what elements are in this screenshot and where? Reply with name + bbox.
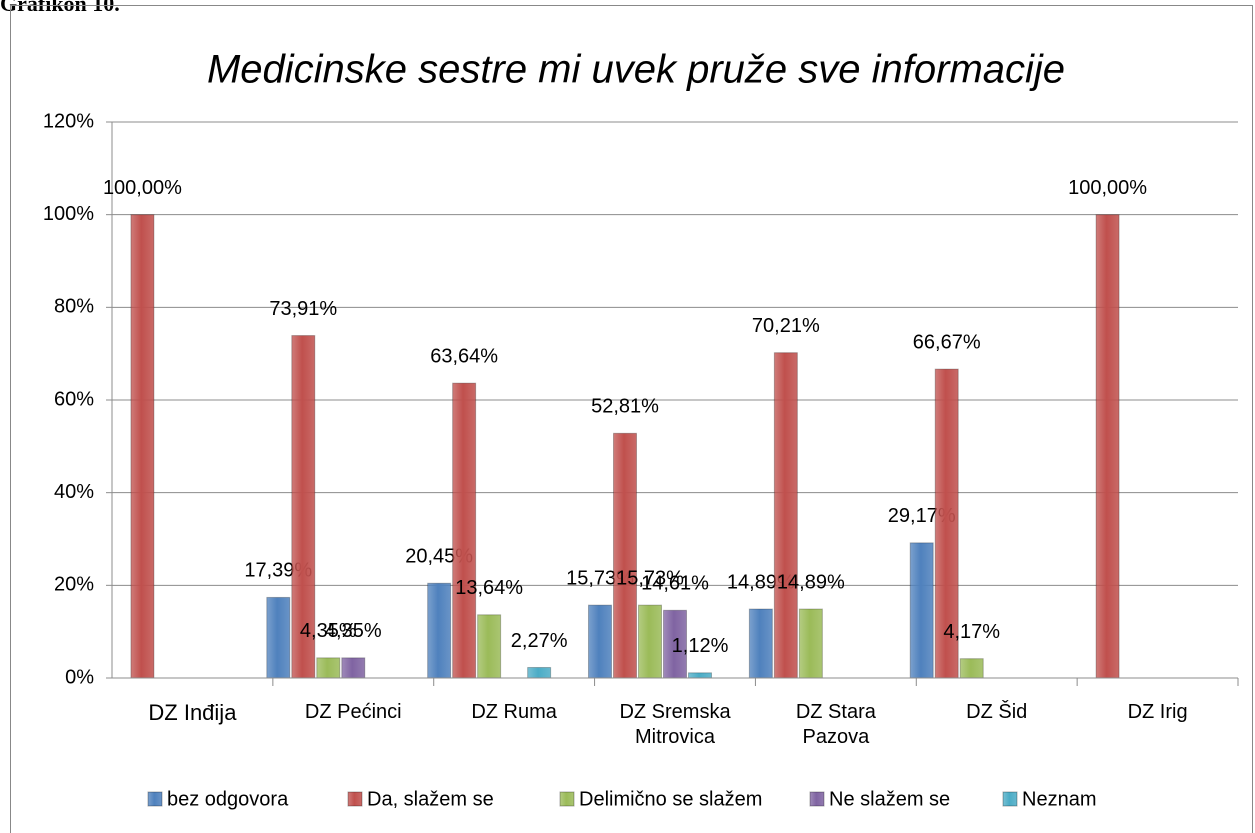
chart-title: Medicinske sestre mi uvek pruže sve info… [207,48,1065,92]
data-label: 15,73% [616,567,684,589]
data-label: 14,89% [777,571,845,593]
bar [798,608,823,679]
data-label: 73,91% [269,298,337,320]
data-label: 66,67% [913,331,981,353]
x-tick-label: DZ Pećinci [304,701,402,723]
x-tick-label: DZ Stara Pazova [795,701,876,748]
legend-swatch [559,791,575,807]
legend-label: Da, slažem se [367,788,494,810]
bar [452,382,477,679]
bar [638,604,662,679]
legend-swatch [809,791,825,807]
data-label: 100,00% [1068,177,1147,199]
chart-border [10,5,1253,833]
legend-swatch [347,791,363,807]
bar [959,658,984,679]
data-label: 70,21% [752,315,820,337]
data-label: 4,35% [300,620,357,642]
bar [613,432,637,679]
y-tick-label: 20% [54,574,94,596]
bar [773,352,798,679]
legend-label: Delimično se slažem [579,788,762,810]
data-label: 52,81% [591,396,659,418]
bar [316,657,341,679]
bar [477,614,502,679]
bar [266,596,291,679]
y-tick-label: 120% [43,110,94,132]
legend-swatch [147,791,163,807]
bar [588,604,612,679]
data-label: 4,17% [943,621,1000,643]
x-tick-label: DZ Irig [1127,701,1188,723]
bar [909,542,934,679]
x-tick-label: DZ Ruma [471,701,557,723]
data-label: 13,64% [455,577,523,599]
legend-label: Neznam [1022,788,1096,810]
y-tick-label: 0% [65,666,94,688]
bar [130,214,155,679]
x-tick-label: DZ Inđija [148,700,237,725]
legend-label: bez odgovora [167,788,289,810]
x-tick-label: DZ Šid [966,701,1028,723]
legend-swatch [1002,791,1018,807]
legend-label: Ne slažem se [829,788,950,810]
bar [748,608,773,679]
bar [527,666,552,679]
y-tick-label: 100% [43,203,94,225]
y-tick-label: 80% [54,296,94,318]
data-label: 1,12% [672,635,729,657]
data-label: 14,61% [641,573,709,595]
bar [341,657,366,679]
bar [688,672,712,679]
data-label: 2,27% [511,630,568,652]
bar [1095,214,1120,679]
bar [427,582,452,679]
data-label: 63,64% [430,345,498,367]
caption: Grafikon 10. [0,0,120,16]
data-label: 4,35% [325,620,382,642]
y-tick-label: 60% [54,388,94,410]
y-tick-label: 40% [54,481,94,503]
data-label: 100,00% [103,177,182,199]
x-tick-label: DZ Sremska Mitrovica [619,701,731,748]
